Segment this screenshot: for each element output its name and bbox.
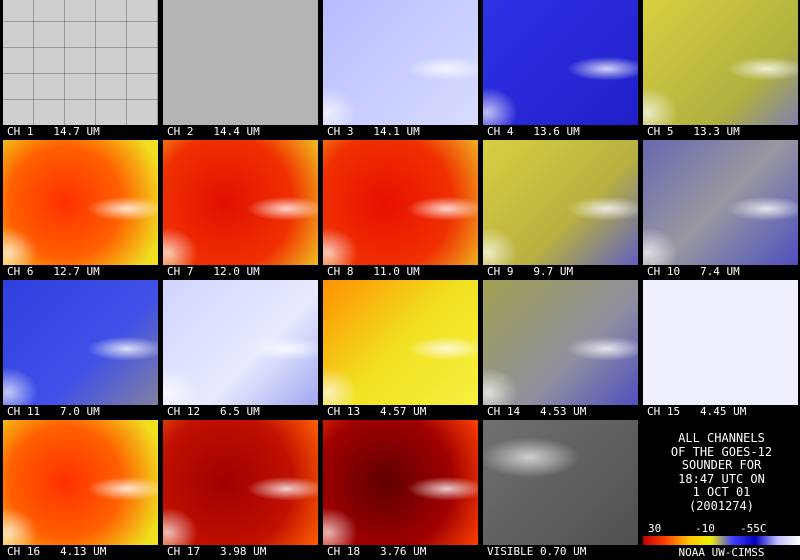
channel-label: CH 13 4.57 UM <box>327 405 427 418</box>
channel-label: CH 1 14.7 UM <box>7 125 100 138</box>
channel-label: CH 3 14.1 UM <box>327 125 420 138</box>
channel-label: CH 8 11.0 UM <box>327 265 420 278</box>
summary-line: 1 OCT 01 <box>692 485 751 499</box>
scale-label: -55C <box>740 522 767 535</box>
satellite-image <box>323 280 478 405</box>
channel-label: CH 2 14.4 UM <box>167 125 260 138</box>
summary-line: 18:47 UTC ON <box>678 471 765 486</box>
satellite-image <box>163 420 318 545</box>
satellite-image <box>643 140 798 265</box>
satellite-image <box>483 420 638 545</box>
satellite-image <box>643 0 798 125</box>
satellite-image <box>643 280 798 405</box>
scale-label: -10 <box>695 522 715 535</box>
channel-label: CH 12 6.5 UM <box>167 405 260 418</box>
channel-label: CH 15 4.45 UM <box>647 405 747 418</box>
satellite-image <box>323 140 478 265</box>
satellite-image <box>163 0 318 125</box>
channel-label: CH 18 3.76 UM <box>327 545 427 558</box>
satellite-image <box>163 140 318 265</box>
summary-line: OF THE GOES-12 <box>670 444 773 459</box>
channel-label: CH 10 7.4 UM <box>647 265 740 278</box>
channel-label: CH 9 9.7 UM <box>487 265 574 278</box>
summary: ALL CHANNELS OF THE GOES-12 SOUNDER FOR 18:… <box>643 431 800 513</box>
satellite-image <box>483 0 638 125</box>
channel-label: VISIBLE 0.70 UM <box>487 545 587 558</box>
channel-label: CH 17 3.98 UM <box>167 545 267 558</box>
channel-label: CH 6 12.7 UM <box>7 265 100 278</box>
satellite-image <box>163 280 318 405</box>
satellite-image <box>323 0 478 125</box>
credit: NOAA UW-CIMSS <box>678 546 765 559</box>
summary-line: SOUNDER FOR <box>681 458 762 472</box>
channel-label: CH 14 4.53 UM <box>487 405 587 418</box>
channel-label: CH 5 13.3 UM <box>647 125 740 138</box>
satellite-image <box>3 140 158 265</box>
channel-label: CH 16 4.13 UM <box>7 545 107 558</box>
channel-label: CH 11 7.0 UM <box>7 405 100 418</box>
scale-label: 30 <box>648 522 662 535</box>
channel-label: CH 7 12.0 UM <box>167 265 260 278</box>
satellite-image <box>323 420 478 545</box>
summary-line: (2001274) <box>688 498 755 513</box>
satellite-image <box>483 140 638 265</box>
satellite-image <box>3 420 158 545</box>
color-scale <box>643 536 800 545</box>
channel-label: CH 4 13.6 UM <box>487 125 580 138</box>
summary-line: ALL CHANNELS <box>678 431 765 445</box>
satellite-image <box>3 0 158 125</box>
satellite-image <box>483 280 638 405</box>
satellite-image <box>3 280 158 405</box>
